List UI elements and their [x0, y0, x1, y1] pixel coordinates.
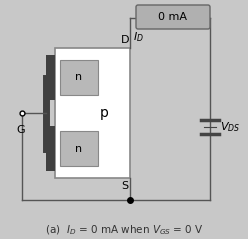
Bar — [46, 126, 55, 171]
Text: (a)  $I_D$ = 0 mA when $V_{GS}$ = 0 V: (a) $I_D$ = 0 mA when $V_{GS}$ = 0 V — [45, 223, 203, 237]
Text: $I_D$: $I_D$ — [133, 30, 144, 44]
Bar — [60, 131, 98, 166]
Text: 0 mA: 0 mA — [158, 12, 187, 22]
Text: G: G — [17, 125, 25, 135]
FancyBboxPatch shape — [136, 5, 210, 29]
Text: p: p — [99, 106, 108, 120]
Bar — [60, 60, 98, 95]
Text: D: D — [121, 35, 129, 45]
Text: n: n — [75, 72, 83, 82]
Text: n: n — [75, 143, 83, 153]
Text: $V_{DS}$: $V_{DS}$ — [220, 120, 240, 134]
Bar — [55, 48, 130, 178]
Bar — [46, 55, 55, 100]
Text: S: S — [122, 181, 128, 191]
